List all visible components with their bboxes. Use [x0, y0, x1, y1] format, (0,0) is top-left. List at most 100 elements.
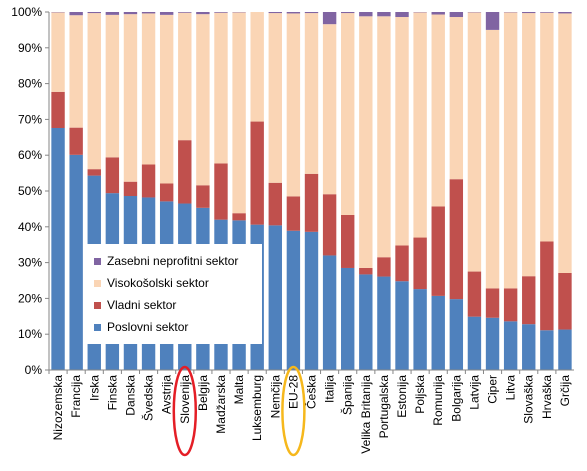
bar-segment	[395, 17, 409, 246]
bar-segment	[449, 179, 464, 300]
bar-segment	[341, 214, 355, 268]
bar-segment	[268, 225, 282, 370]
bar-segment	[341, 12, 355, 14]
highlight-ellipse	[172, 365, 198, 457]
bar-segment	[395, 281, 409, 370]
legend-item-vladni: Vladni sektor	[94, 294, 252, 316]
bar-segment	[304, 12, 319, 14]
y-tick-label: 90%	[18, 41, 42, 55]
bar-segment	[87, 12, 101, 14]
x-tick-label: Grčija	[558, 375, 572, 407]
legend-label-zasebni: Zasebni neprofitni sektor	[107, 254, 239, 268]
x-tick-label: Malta	[232, 375, 246, 405]
bar-segment	[304, 231, 319, 370]
bar-segment	[449, 12, 464, 18]
bar-segment	[431, 295, 445, 370]
bar-segment	[522, 276, 536, 325]
bar-segment	[51, 127, 65, 371]
bar-segment	[322, 24, 337, 195]
bar-segment	[558, 13, 572, 273]
bar-segment	[214, 163, 228, 220]
y-tick-label: 100%	[11, 5, 42, 19]
y-tick-label: 70%	[18, 112, 42, 126]
bar-segment	[485, 29, 500, 289]
bar-segment	[268, 12, 282, 14]
bar-segment	[123, 14, 138, 182]
bar-segment	[159, 183, 174, 202]
bar-segment	[341, 13, 355, 215]
bar-segment	[268, 13, 282, 183]
y-tick-label: 30%	[18, 256, 42, 270]
legend-swatch-poslovni	[94, 323, 101, 331]
bar-segment	[377, 16, 391, 258]
bar-segment	[178, 140, 192, 204]
bar-segment	[359, 267, 373, 275]
y-tick-label: 40%	[18, 220, 42, 234]
bar-segment	[540, 12, 554, 242]
bar-segment	[431, 14, 445, 207]
bar-segment	[123, 12, 138, 15]
x-tick-label: Belgija	[196, 375, 210, 411]
x-tick-label: Finska	[105, 375, 119, 411]
bar-segment	[232, 213, 246, 221]
bar-segment	[322, 194, 337, 256]
highlight-ellipse	[281, 365, 306, 457]
legend-item-poslovni: Poslovni sektor	[94, 316, 252, 338]
bar-segment	[467, 316, 482, 370]
x-tick-label: Bolgarija	[449, 375, 463, 422]
x-tick-label: Irska	[87, 375, 101, 401]
x-tick-label: Španija	[340, 375, 355, 415]
bar-segment	[467, 12, 482, 272]
bar-segment	[196, 12, 210, 15]
bar-segment	[359, 16, 373, 268]
bar-segment	[522, 13, 536, 277]
x-tick-label: Italija	[323, 375, 337, 403]
bar-segment	[395, 245, 409, 282]
legend-label-poslovni: Poslovni sektor	[107, 320, 189, 334]
bar-segment	[558, 272, 572, 330]
bar-segment	[413, 12, 427, 238]
bar-segment	[558, 329, 572, 370]
bar-segment	[51, 91, 65, 128]
x-tick-label: Velika Britanija	[359, 375, 373, 454]
bar-segment	[214, 12, 228, 164]
bar-segment	[485, 317, 500, 370]
bar-segment	[485, 288, 500, 318]
bar-segment	[141, 164, 156, 198]
legend-swatch-zasebni	[94, 257, 101, 265]
bar-segment	[87, 13, 101, 170]
bar-segment	[522, 324, 536, 370]
x-tick-label: Estonija	[395, 375, 409, 418]
x-tick-label: Luksemburg	[250, 375, 264, 441]
x-tick-label: Nemčija	[268, 375, 282, 419]
x-tick-label: Danska	[123, 375, 137, 416]
bar-segment	[503, 321, 518, 370]
bar-segment	[485, 12, 500, 30]
x-tick-label: Hrvaška	[540, 375, 554, 419]
x-tick-label: Avstrija	[160, 375, 174, 414]
bar-segment	[105, 14, 120, 158]
bar-segment	[69, 15, 83, 128]
bar-segment	[413, 237, 427, 290]
bar-segment	[250, 12, 264, 122]
legend-swatch-visokosolski	[94, 279, 101, 287]
y-tick-label: 10%	[18, 327, 42, 341]
bar-segment	[304, 13, 319, 174]
bar-segment	[540, 241, 554, 331]
bar-segment	[69, 12, 83, 16]
bar-segment	[395, 12, 409, 18]
y-tick-label: 80%	[18, 77, 42, 91]
x-tick-label: Romunija	[431, 375, 445, 426]
bar-segment	[69, 154, 83, 370]
x-tick-label: Slovaška	[522, 375, 536, 424]
x-tick-label: Češka	[304, 375, 319, 409]
bar-segment	[196, 185, 210, 208]
bar-segment	[196, 14, 210, 186]
bar-segment	[377, 276, 391, 370]
bar-segment	[105, 157, 120, 194]
x-tick-label: Latvija	[467, 375, 481, 410]
chart-legend: Zasebni neprofitni sektor Visokošolski s…	[84, 244, 262, 344]
bar-segment	[214, 12, 228, 13]
x-tick-label: Poljska	[413, 375, 427, 414]
bar-segment	[250, 121, 264, 225]
